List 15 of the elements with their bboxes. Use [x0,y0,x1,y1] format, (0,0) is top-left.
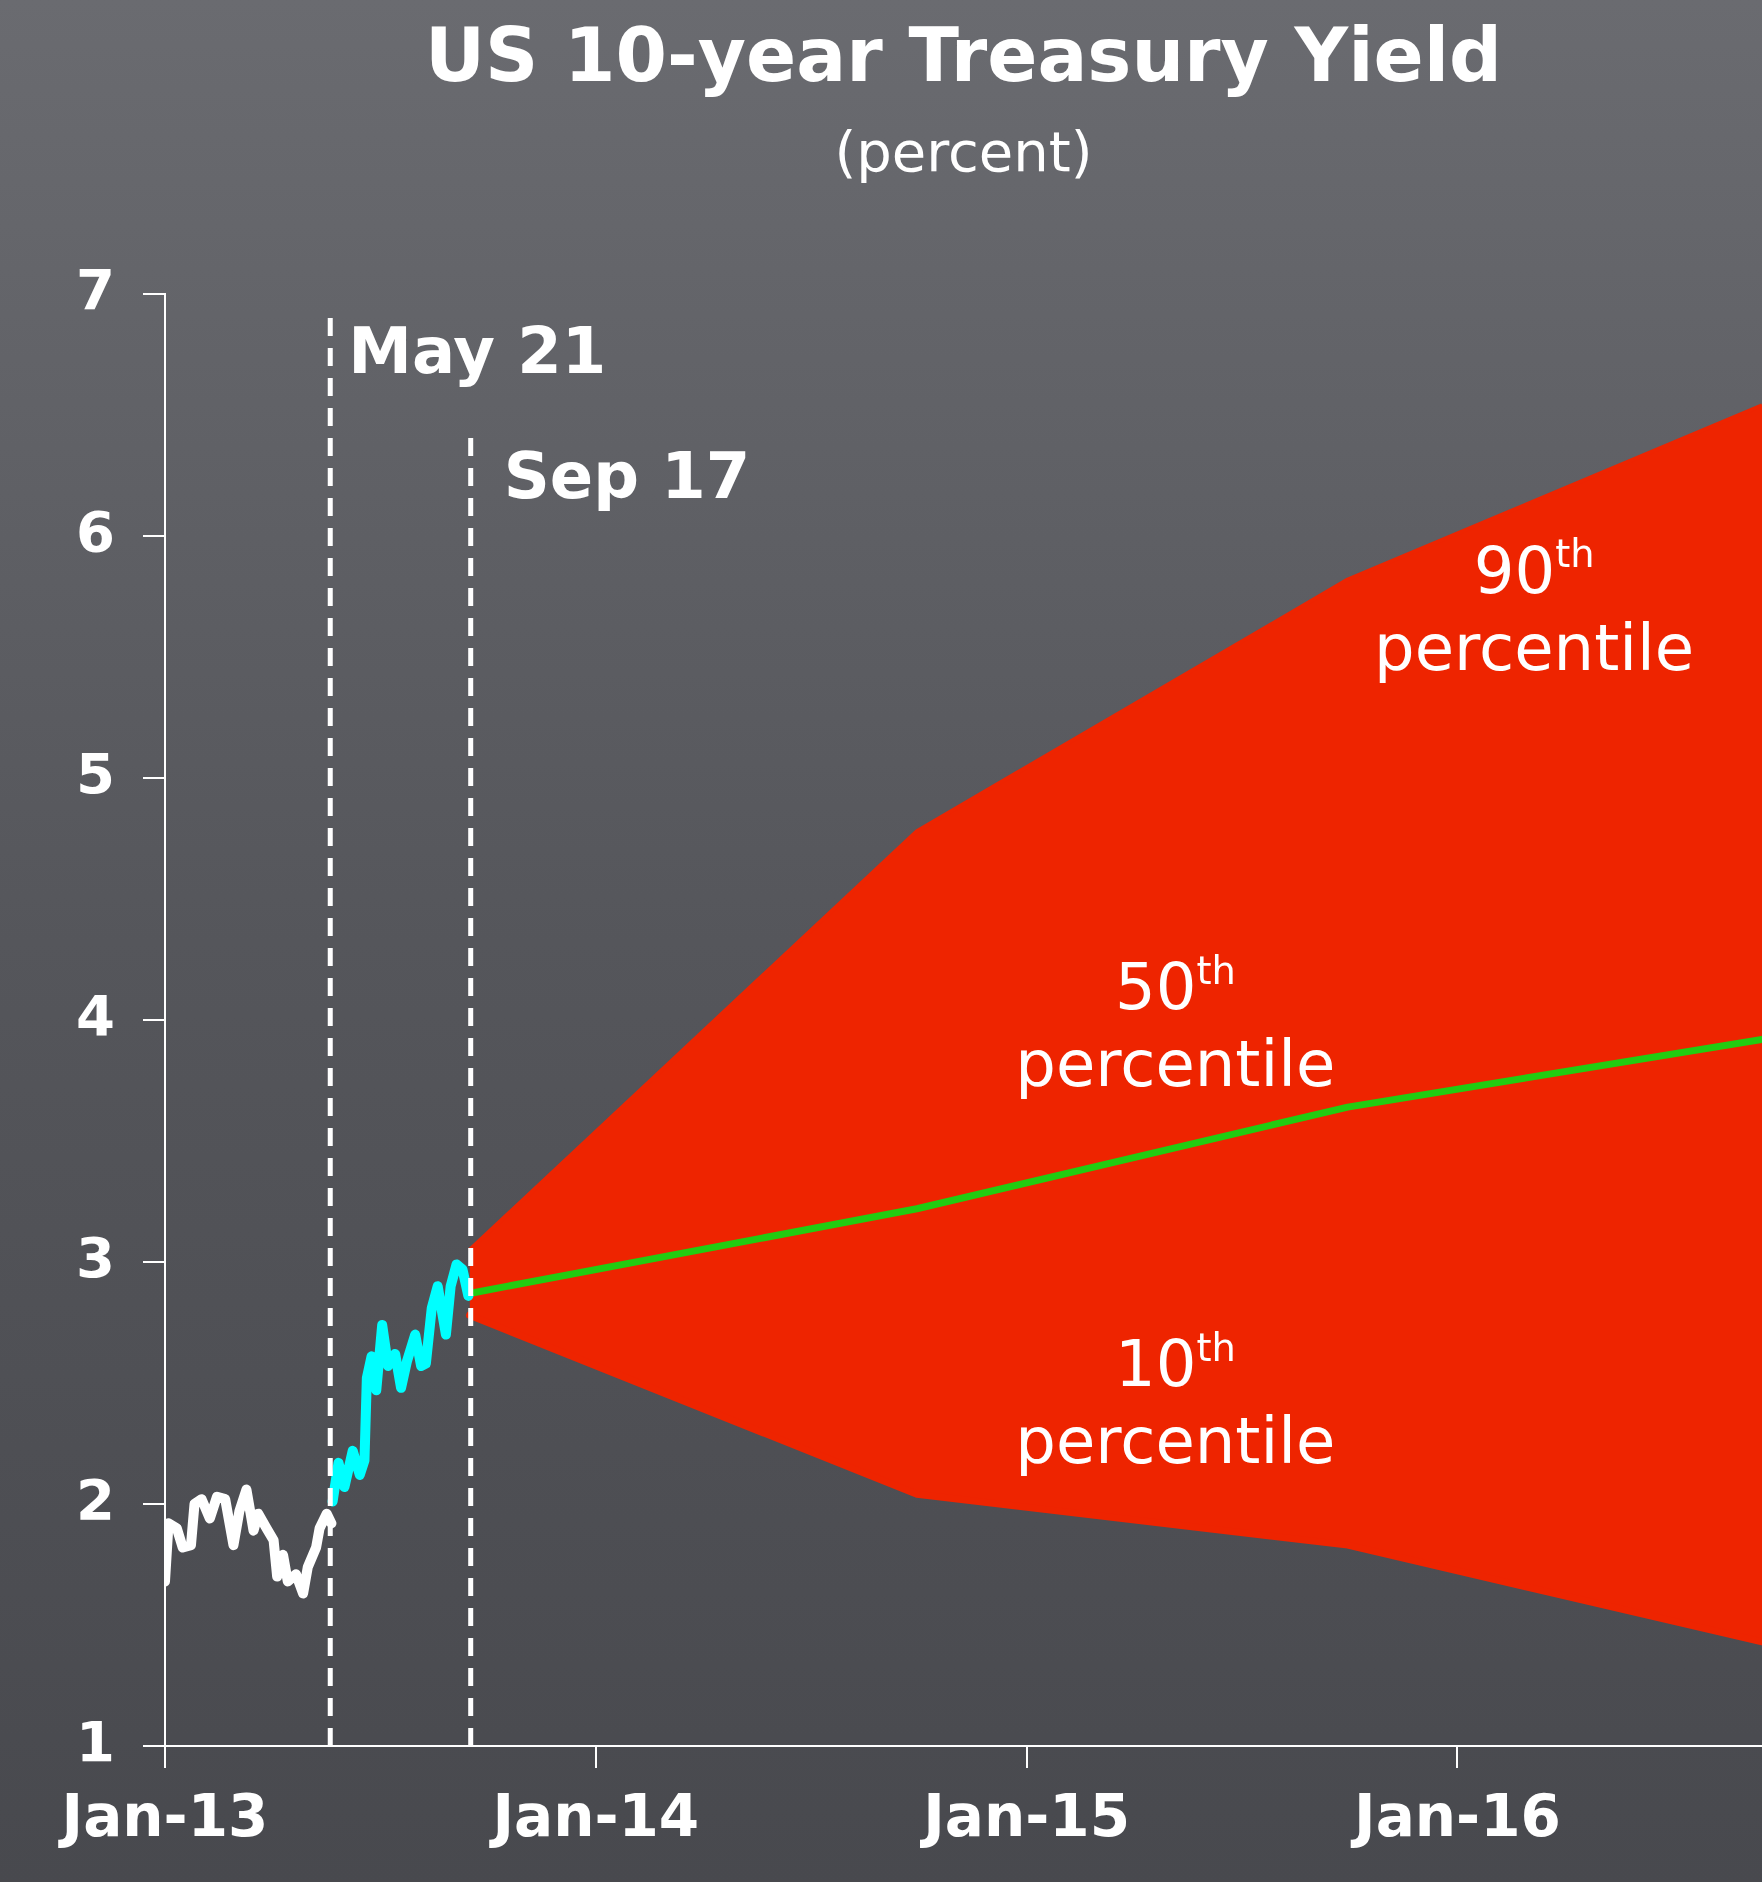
x-tick-label: Jan-15 [919,1781,1131,1850]
y-tick-label: 2 [76,1466,115,1532]
y-tick-label: 6 [76,498,115,564]
chart-title: US 10-year Treasury Yield [424,12,1503,99]
y-tick-label: 5 [76,740,115,806]
x-tick-label: Jan-16 [1350,1781,1561,1850]
y-tick-label: 1 [76,1708,115,1774]
ref-line-label: May 21 [348,313,607,388]
y-tick-label: 7 [76,256,115,322]
ref-line-label: Sep 17 [503,438,751,513]
y-tick-label: 3 [76,1224,115,1290]
chart-subtitle: (percent) [834,118,1093,184]
x-tick-label: Jan-13 [57,1781,269,1850]
y-tick-label: 4 [76,982,115,1048]
x-tick-label: Jan-14 [488,1781,700,1850]
